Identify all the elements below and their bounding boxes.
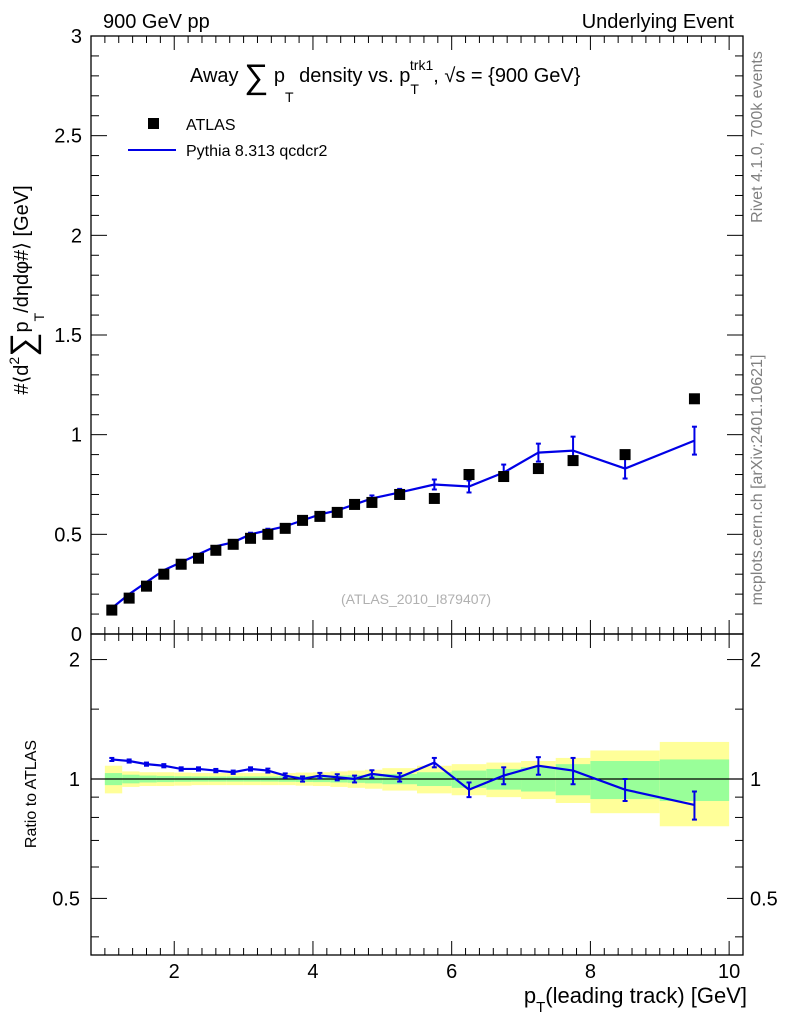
xlabel-tail: (leading track) [GeV] (545, 983, 747, 1008)
title-lead: Away (190, 65, 239, 87)
atlas-data-point (463, 469, 475, 481)
xlabel-p: p (524, 983, 536, 1008)
atlas-data-point (394, 488, 406, 500)
title-trk-sub: T (410, 81, 419, 97)
ratio-frame (90, 633, 744, 956)
main-panel (106, 393, 700, 616)
ratio-y-tick-label: 0.5 (52, 888, 80, 910)
main-y-tick-label: 3 (71, 26, 82, 48)
ylabel-sub: T (31, 312, 47, 321)
ratio-line (111, 758, 695, 807)
main-y-tick-label: 1.5 (54, 325, 82, 347)
main-y-tick-label: 2 (71, 225, 82, 247)
atlas-data-point (140, 580, 152, 592)
ratio-y-tick-label-right: 1 (750, 769, 761, 791)
title-sum: ∑ (244, 58, 268, 96)
atlas-data-point (227, 538, 239, 550)
atlas-data-point (262, 528, 274, 540)
title-pt-sub: T (285, 89, 294, 105)
analysis-label: (ATLAS_2010_I879407) (341, 591, 491, 607)
atlas-data-point (619, 449, 631, 461)
atlas-data-point (279, 522, 291, 534)
legend-label-atlas: ATLAS (186, 117, 236, 134)
atlas-data-point (532, 463, 544, 475)
pythia-line (111, 439, 695, 609)
xlabel-sub: T (536, 999, 545, 1016)
atlas-data-point (175, 558, 187, 570)
energy-label: 900 GeV pp (103, 11, 210, 33)
main-y-tick-label: 1 (71, 425, 82, 447)
main-y-tick-label: 0 (71, 624, 82, 646)
atlas-data-point (498, 471, 510, 483)
svg-text:#⟨d2∑pT/dηdφ#⟩ [GeV]: #⟨d2∑pT/dηdφ#⟩ [GeV] (4, 185, 47, 394)
x-tick-label: 6 (446, 961, 457, 983)
ylabel-sup: 2 (6, 357, 22, 365)
main-y-tick-label: 0.5 (54, 524, 82, 546)
atlas-data-point (123, 592, 135, 604)
atlas-data-point (314, 510, 326, 522)
atlas-data-point (158, 568, 170, 580)
plot-title: Away ∑ pT density vs. pTtrk1, √s = {900 … (190, 57, 581, 107)
main-y-tick-label: 2.5 (54, 126, 82, 148)
title-pt: p (274, 65, 285, 87)
atlas-data-point (106, 604, 118, 616)
ylabel-p: p (11, 321, 33, 332)
ratio-y-tick-label-right: 0.5 (750, 888, 778, 910)
ratio-y-tick-label: 1 (69, 769, 80, 791)
rivet-label: Rivet 4.1.0, 700k events (749, 51, 766, 223)
ratio-y-tick-label: 2 (69, 650, 80, 672)
legend-marker-atlas (148, 118, 159, 129)
x-tick-label: 2 (169, 961, 180, 983)
ratio-y-label: Ratio to ATLAS (23, 740, 40, 848)
atlas-data-point (297, 514, 309, 526)
atlas-data-point (245, 532, 257, 544)
main-y-label: #⟨d2∑pT/dηdφ#⟩ [GeV] (4, 185, 47, 394)
x-axis-label: pT(leading track) [GeV] (524, 983, 747, 1016)
legend-label-pythia: Pythia 8.313 qcdcr2 (186, 143, 328, 160)
title-mid: density vs. p (299, 65, 410, 87)
category-label: Underlying Event (582, 11, 735, 33)
ratio-uncertainty-bands (91, 741, 743, 827)
x-tick-label: 4 (307, 961, 318, 983)
atlas-data-point (567, 455, 579, 467)
x-tick-label: 8 (585, 961, 596, 983)
atlas-data-point (688, 393, 700, 405)
title-trk-sup: trk1 (410, 57, 434, 73)
title-tail: , √s = {900 GeV} (433, 65, 581, 87)
x-tick-label: 10 (718, 961, 740, 983)
atlas-data-point (331, 506, 343, 518)
ylabel-lead: #⟨d (11, 365, 33, 395)
atlas-data-point (349, 498, 361, 510)
axes: 2 4 6 8 10 0 0.5 1 1.5 2 2.5 3 0.5 0.5 1 1 2 2 (52, 26, 778, 983)
mcplots-label: mcplots.cern.ch [arXiv:2401.10621] (749, 355, 766, 606)
ratio-panel (109, 756, 697, 821)
ylabel-sum: ∑ (4, 333, 42, 357)
atlas-data-point (366, 496, 378, 508)
atlas-data-point (193, 552, 205, 564)
ylabel-tail: /dηdφ#⟩ [GeV] (11, 185, 33, 313)
ratio-y-tick-label-right: 2 (750, 650, 761, 672)
atlas-data-point (210, 544, 222, 556)
atlas-data-point (428, 492, 440, 504)
